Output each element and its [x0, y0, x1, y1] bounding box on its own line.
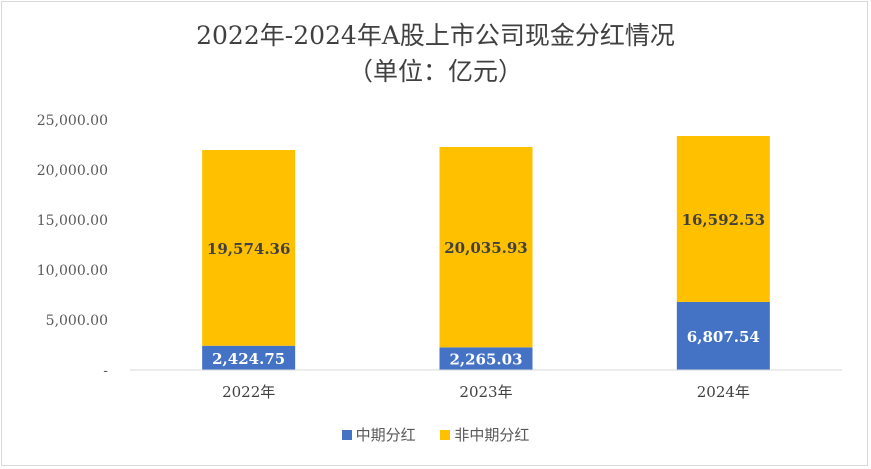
x-tick-label: 2022年 — [222, 383, 275, 401]
y-tick-label: - — [103, 363, 108, 379]
legend-item-non-interim: 非中期分红 — [440, 424, 529, 445]
legend-swatch-non-interim — [440, 430, 451, 440]
chart-title-line-2: （单位：亿元） — [347, 57, 523, 86]
data-label: 16,592.53 — [682, 211, 766, 229]
data-label: 2,265.03 — [449, 351, 522, 369]
legend-label-non-interim: 非中期分红 — [454, 426, 530, 444]
bar-non-interim — [439, 146, 533, 348]
data-label: 20,035.93 — [444, 239, 528, 257]
legend-item-interim: 中期分红 — [341, 424, 416, 445]
bar-interim — [202, 345, 296, 370]
y-tick-label: 15,000.00 — [37, 213, 108, 229]
y-tick-label: 5,000.00 — [46, 313, 108, 329]
chart-title: 2022年-2024年A股上市公司现金分红情况 （单位：亿元） — [0, 18, 871, 90]
bar-non-interim — [676, 135, 770, 302]
data-label: 19,574.36 — [207, 240, 291, 258]
legend-label-interim: 中期分红 — [355, 426, 416, 444]
y-tick-label: 10,000.00 — [37, 263, 108, 279]
legend: 中期分红 非中期分红 — [0, 424, 871, 445]
bar-interim — [676, 301, 770, 370]
bar-non-interim — [202, 150, 296, 346]
data-label: 2,424.75 — [212, 350, 285, 368]
x-tick-label: 2024年 — [697, 383, 750, 401]
data-label: 6,807.54 — [687, 328, 760, 346]
y-tick-label: 20,000.00 — [37, 163, 108, 179]
bar-interim — [439, 347, 533, 370]
chart-title-line-1: 2022年-2024年A股上市公司现金分红情况 — [196, 21, 675, 50]
y-tick-label: 25,000.00 — [37, 113, 108, 129]
x-tick-label: 2023年 — [459, 383, 512, 401]
legend-swatch-interim — [341, 430, 352, 440]
